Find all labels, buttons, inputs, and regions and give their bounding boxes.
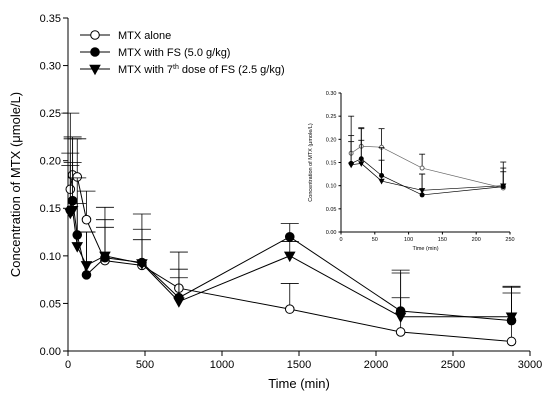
x-tick-label: 0: [339, 237, 342, 243]
y-tick-label: 0.25: [40, 108, 61, 120]
series-line: [69, 208, 512, 318]
data-point: [419, 165, 425, 171]
y-tick-label: 0.15: [40, 203, 61, 215]
main-plot: 0 500 1000 1500 2000 2500 30000.000.050.100.15…: [8, 13, 542, 391]
y-tick-label: 0.30: [326, 91, 337, 97]
data-point: [378, 178, 385, 185]
x-tick-label: 200: [472, 237, 481, 243]
data-point: [506, 336, 517, 347]
data-point: [347, 162, 355, 169]
legend-item: MTX with 7th dose of FS (2.5 g/kg): [80, 64, 285, 76]
y-axis-title: Concentration of MTX (μmole/L): [308, 123, 314, 202]
legend-marker: [89, 64, 101, 76]
legend-marker: [90, 47, 100, 57]
x-tick-label: 50: [372, 237, 378, 243]
x-axis-title: Time (min): [412, 246, 438, 252]
series: [61, 112, 521, 347]
data-point: [284, 304, 295, 314]
legend-item: MTX with FS (5.0 g/kg): [80, 47, 230, 59]
y-axis-title: Concentration of MTX (μmole/L): [8, 92, 23, 277]
data-point: [283, 251, 296, 263]
series-line: [350, 145, 504, 189]
y-tick-label: 0.00: [40, 346, 61, 358]
x-tick-label: 500: [136, 359, 154, 371]
legend: MTX alone MTX with FS (5.0 g/kg) MTX with …: [80, 30, 285, 76]
y-tick-label: 0.25: [326, 114, 337, 120]
data-point: [81, 270, 92, 280]
x-tick-label: 2500: [441, 359, 465, 371]
x-tick-label: 1500: [287, 359, 311, 371]
legend-label-superscript: th: [173, 64, 179, 71]
series: [347, 139, 507, 194]
y-tick-label: 0.30: [40, 61, 61, 73]
data-point: [99, 251, 111, 263]
x-tick-label: 0: [65, 359, 71, 371]
series-line: [69, 200, 512, 322]
data-point: [80, 261, 93, 272]
series-line: [351, 163, 504, 191]
data-point: [394, 312, 407, 323]
data-point: [358, 161, 365, 167]
legend-label-part: dose of FS (2.5 g/kg): [179, 64, 285, 76]
y-tick-label: 0.20: [40, 156, 61, 168]
x-axis-title: Time (min): [268, 376, 330, 391]
legend-marker: [90, 30, 100, 40]
y-tick-label: 0.15: [326, 160, 337, 166]
x-tick-label: 150: [438, 237, 447, 243]
y-tick-label: 0.35: [40, 13, 61, 25]
legend-label-part: MTX with 7: [118, 64, 173, 76]
x-tick-label: 1000: [210, 359, 234, 371]
x-tick-label: 250: [505, 237, 514, 243]
series-line: [350, 158, 504, 196]
data-point: [395, 327, 406, 337]
data-point: [136, 259, 148, 270]
y-tick-label: 0.05: [40, 298, 61, 310]
data-point: [173, 297, 185, 308]
x-tick-label: 3000: [518, 359, 542, 371]
data-point: [284, 232, 295, 242]
legend-label: MTX alone: [118, 30, 171, 42]
y-tick-label: 0.10: [326, 184, 337, 190]
data-point: [81, 214, 92, 225]
inset-plot: 0 50 100 150 200 250 0.00 0.05 0.10 0.15 0.20 0.25 0…: [308, 91, 515, 252]
y-tick-label: 0.05: [326, 207, 337, 213]
legend-item: MTX alone: [80, 30, 171, 42]
y-tick-label: 0.00: [326, 230, 337, 236]
x-tick-label: 100: [404, 237, 413, 243]
series: [61, 162, 521, 323]
data-point: [418, 188, 426, 194]
series: [348, 115, 507, 191]
legend-label: MTX with 7th dose of FS (2.5 g/kg): [118, 64, 285, 76]
data-point: [505, 312, 518, 323]
data-point: [71, 242, 84, 253]
y-tick-label: 0.10: [40, 251, 61, 263]
data-point: [500, 183, 507, 190]
legend-label: MTX with FS (5.0 g/kg): [118, 47, 230, 59]
x-tick-label: 2000: [364, 359, 388, 371]
data-point: [66, 205, 79, 217]
y-tick-label: 0.20: [326, 137, 337, 143]
